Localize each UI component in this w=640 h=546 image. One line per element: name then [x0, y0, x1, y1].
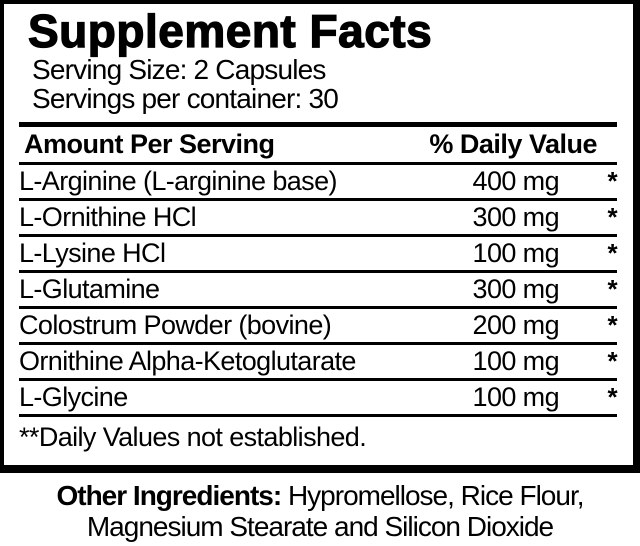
- ingredient-row: L-Arginine (L-arginine base) 400 mg *: [19, 165, 618, 201]
- ingredient-dv-asterisk: *: [607, 382, 617, 412]
- ingredient-name: L-Arginine (L-arginine base): [19, 166, 337, 196]
- ingredient-amount: 300 mg: [472, 202, 560, 232]
- amount-per-serving-header: Amount Per Serving: [24, 129, 275, 159]
- ingredient-amount: 300 mg: [472, 274, 560, 304]
- ingredient-row: Colostrum Powder (bovine) 200 mg *: [19, 309, 618, 345]
- table-header: Amount Per Serving % Daily Value: [19, 127, 617, 165]
- supplement-facts-panel: Supplement Facts Serving Size: 2 Capsule…: [0, 0, 640, 473]
- ingredient-amount: 400 mg: [472, 166, 560, 196]
- ingredient-amount: 100 mg: [472, 346, 560, 376]
- other-ingredients-label: Other Ingredients:: [56, 480, 282, 511]
- ingredient-dv-asterisk: *: [607, 346, 617, 376]
- ingredient-amount: 100 mg: [472, 382, 560, 412]
- ingredient-row: L-Ornithine HCl 300 mg *: [19, 201, 618, 237]
- ingredient-name: Colostrum Powder (bovine): [19, 310, 332, 340]
- other-ingredients: Other Ingredients: Hypromellose, Rice Fl…: [40, 480, 600, 542]
- ingredient-dv-asterisk: *: [607, 310, 617, 340]
- ingredient-amount: 200 mg: [472, 310, 560, 340]
- servings-per-container: Servings per container: 30: [32, 83, 339, 114]
- ingredient-name: L-Glycine: [19, 382, 128, 412]
- other-ingredients-line2: Magnesium Stearate and Silicon Dioxide: [86, 511, 554, 542]
- ingredient-row: Ornithine Alpha-Ketoglutarate 100 mg *: [19, 345, 618, 381]
- ingredient-row: L-Glycine 100 mg *: [19, 381, 618, 417]
- ingredient-row: L-Lysine HCl 100 mg *: [19, 237, 618, 273]
- ingredient-amount: 100 mg: [472, 238, 560, 268]
- ingredient-name: Ornithine Alpha-Ketoglutarate: [19, 346, 356, 376]
- ingredient-dv-asterisk: *: [607, 166, 617, 196]
- facts-title: Supplement Facts: [27, 5, 433, 57]
- daily-value-header: % Daily Value: [429, 129, 597, 159]
- ingredient-name: L-Ornithine HCl: [19, 202, 197, 232]
- serving-size: Serving Size: 2 Capsules: [32, 54, 326, 85]
- ingredient-dv-asterisk: *: [607, 202, 617, 232]
- other-ingredients-line1: Hypromellose, Rice Flour,: [281, 480, 585, 511]
- ingredient-dv-asterisk: *: [607, 274, 617, 304]
- ingredient-dv-asterisk: *: [607, 238, 617, 268]
- ingredient-row: L-Glutamine 300 mg *: [19, 273, 618, 309]
- daily-value-footnote: **Daily Values not established.: [19, 422, 367, 452]
- ingredient-name: L-Lysine HCl: [19, 238, 166, 268]
- ingredient-name: L-Glutamine: [19, 274, 160, 304]
- thick-divider-top: [19, 122, 617, 127]
